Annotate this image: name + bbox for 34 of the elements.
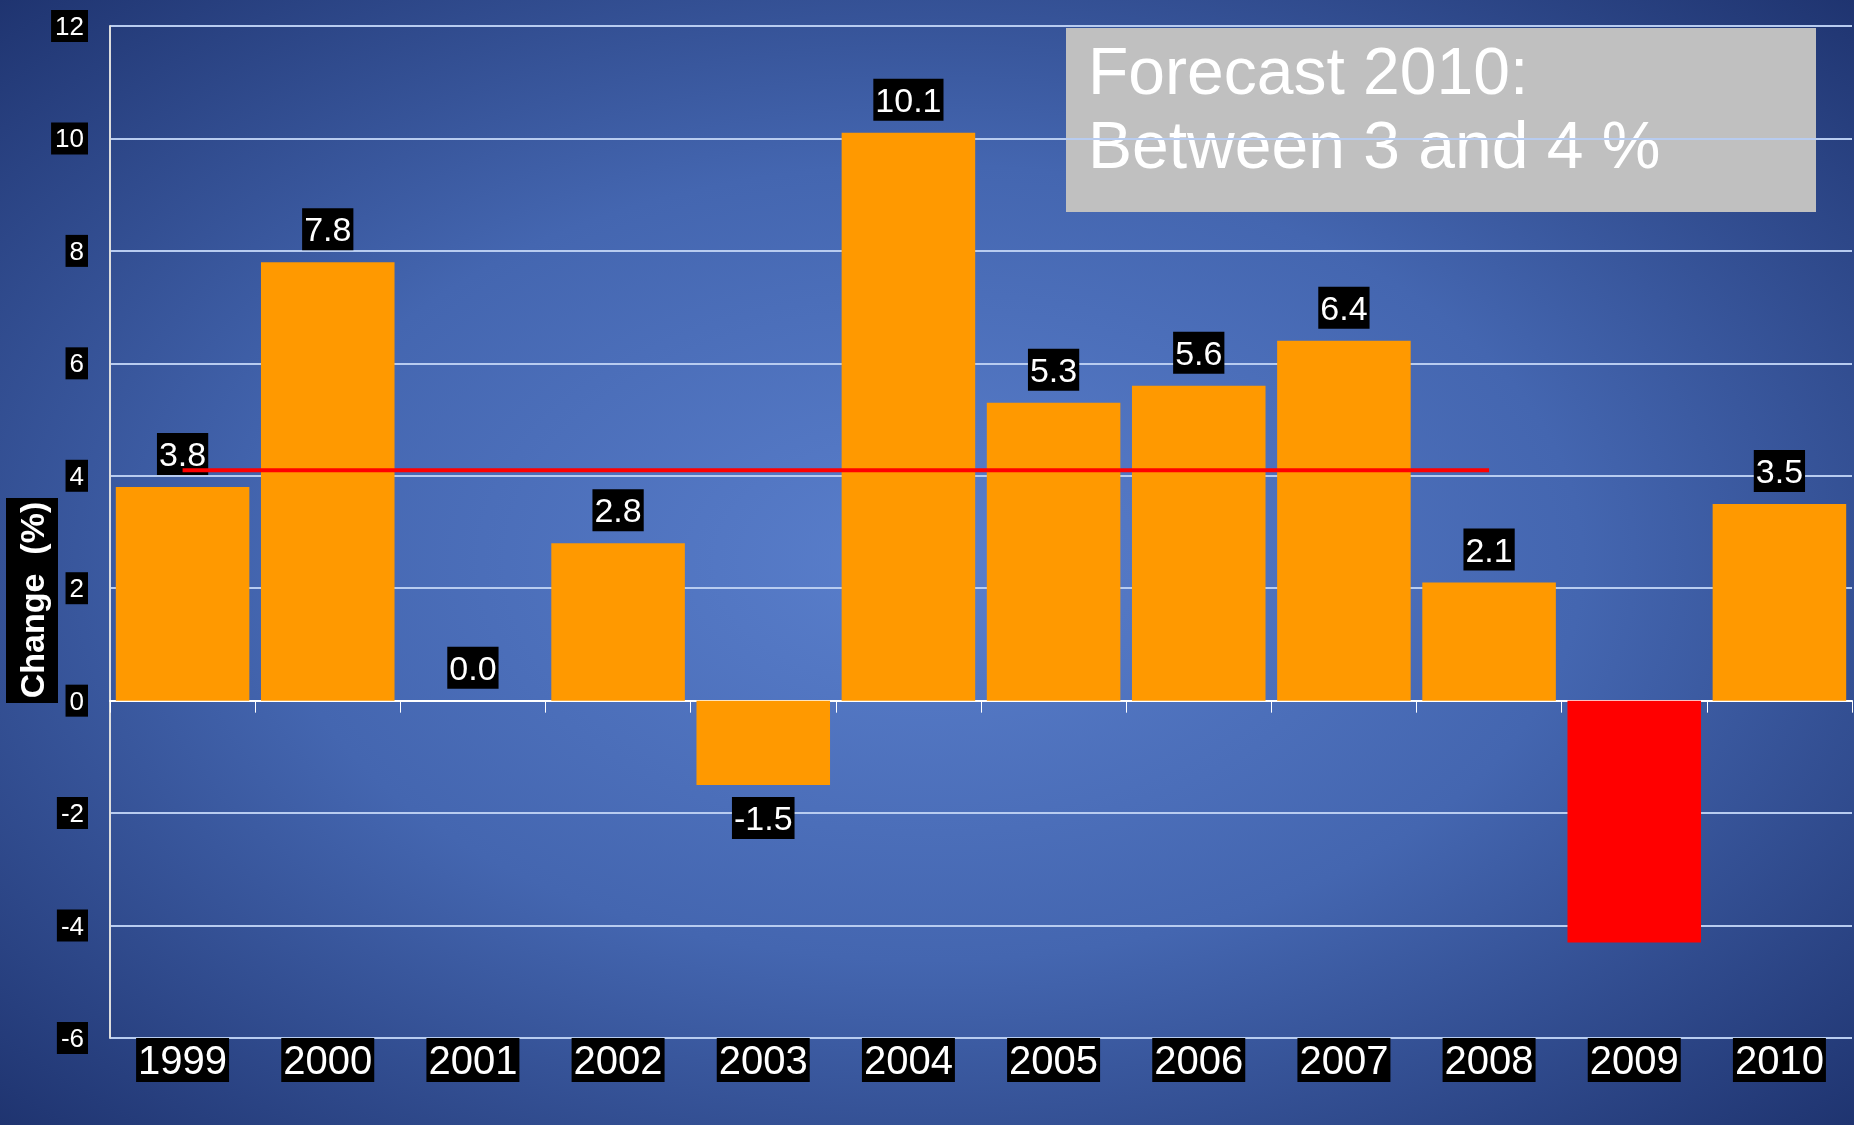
y-tick-label: -2 [60, 798, 84, 829]
data-label: 7.8 [304, 210, 352, 249]
x-tick-label: 2007 [1299, 1038, 1389, 1082]
y-tick-label: 6 [69, 348, 84, 379]
data-label: 3.5 [1755, 451, 1804, 490]
y-tick-label: -6 [60, 1023, 84, 1053]
y-tick-label: -4 [60, 910, 84, 941]
data-label: 5.6 [1175, 333, 1223, 372]
x-tick-label: 2003 [718, 1038, 808, 1082]
y-tick-label: 4 [69, 460, 84, 491]
data-label: 3.8 [158, 435, 207, 474]
x-tick-label: 2005 [1009, 1038, 1099, 1082]
data-label: 10.1 [875, 80, 942, 119]
y-tick-label: 0 [69, 685, 84, 716]
x-tick-label: 2000 [283, 1038, 373, 1082]
y-tick-label: 8 [69, 235, 84, 266]
x-tick-label: 1999 [138, 1038, 228, 1082]
x-tick-label: 2004 [863, 1038, 953, 1082]
x-tick-label: 2002 [573, 1038, 663, 1082]
y-tick-label: 2 [69, 573, 84, 604]
x-tick-label: 2010 [1734, 1038, 1824, 1082]
data-label: 2.1 [1465, 530, 1513, 569]
y-tick-label: 10 [55, 123, 84, 154]
y-axis-title: Change (%) [13, 501, 51, 699]
y-tick-label: 12 [55, 11, 84, 41]
data-label: 6.4 [1320, 288, 1368, 327]
data-label: 5.3 [1029, 350, 1078, 389]
data-label: -1.5 [733, 799, 793, 837]
x-tick-label: 2006 [1154, 1038, 1244, 1082]
data-label: 0.0 [449, 648, 497, 687]
x-tick-label: 2001 [428, 1038, 518, 1082]
x-tick-label: 2008 [1444, 1038, 1534, 1082]
x-tick-label: 2009 [1589, 1038, 1679, 1082]
data-label: 2.8 [594, 491, 642, 530]
